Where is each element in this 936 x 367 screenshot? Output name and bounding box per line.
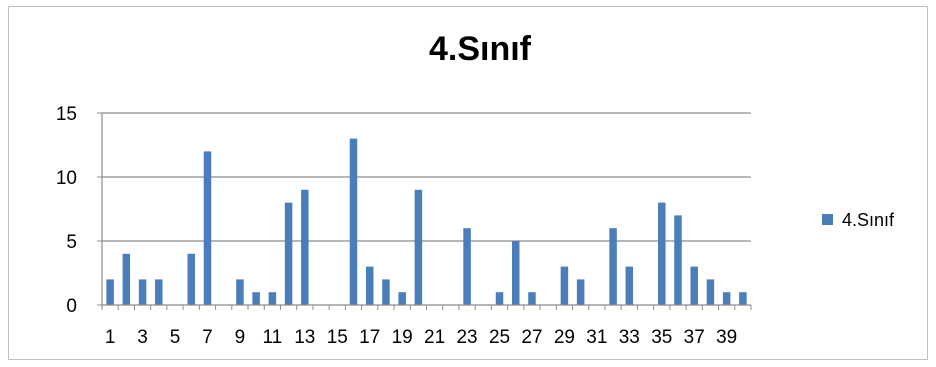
x-tick-label: 27 (521, 327, 542, 348)
bar (658, 202, 666, 305)
y-tick-label: 10 (56, 168, 77, 189)
bar-series (106, 138, 747, 305)
bar (674, 215, 682, 305)
bar (106, 279, 114, 305)
x-tick-label: 35 (651, 327, 672, 348)
x-tick-label: 7 (202, 327, 213, 348)
bar (511, 241, 520, 305)
legend-swatch (822, 214, 833, 225)
y-tick-label: 5 (66, 232, 77, 253)
bar (268, 292, 277, 305)
bar (398, 292, 406, 305)
x-tick-label: 31 (586, 327, 607, 348)
x-tick-label: 1 (105, 327, 116, 348)
bar (495, 292, 504, 305)
bar (382, 279, 390, 305)
axes (101, 113, 751, 306)
x-tick-label: 33 (619, 327, 640, 348)
x-tick-label: 15 (327, 327, 348, 348)
bar (349, 138, 358, 305)
bar (252, 292, 260, 305)
bar (414, 189, 423, 305)
bar (690, 266, 698, 305)
x-tick-label: 5 (170, 327, 181, 348)
bar (576, 279, 585, 305)
bar (138, 279, 147, 305)
bar (236, 279, 244, 305)
x-tick-label: 17 (359, 327, 380, 348)
bar (463, 228, 471, 305)
bar (203, 151, 212, 305)
bar (609, 228, 617, 305)
legend-label: 4.Sınıf (842, 210, 895, 230)
y-tick-label: 15 (56, 104, 77, 125)
bar (560, 266, 569, 305)
bar (528, 292, 536, 305)
x-tick-label: 39 (716, 327, 737, 348)
bar (625, 266, 634, 305)
gridlines (102, 112, 751, 242)
legend: 4.Sınıf (822, 210, 895, 230)
x-tick-label: 3 (137, 327, 148, 348)
x-tick-label: 37 (684, 327, 705, 348)
x-tick-label: 21 (424, 327, 445, 348)
bar (122, 253, 131, 305)
x-tick-label: 29 (554, 327, 575, 348)
bar (187, 253, 195, 305)
x-tick-label: 13 (294, 327, 315, 348)
bar (739, 292, 747, 305)
bar (722, 292, 731, 305)
bar (365, 266, 374, 305)
x-axis-ticks: 1 3 5 7 9 11 13 15 17 19 21 23 25 27 29 31 33 35 37 39 (101, 305, 752, 348)
x-tick-label: 11 (262, 327, 282, 348)
y-tick-label: 0 (66, 296, 77, 317)
x-tick-label: 19 (392, 327, 413, 348)
bar (301, 189, 309, 305)
x-tick-label: 25 (489, 327, 510, 348)
chart-title: 4.Sınıf (429, 30, 532, 68)
bar (155, 279, 163, 305)
bar (706, 279, 715, 305)
y-axis-ticks: 0 5 10 15 (56, 104, 102, 317)
x-tick-label: 9 (235, 327, 246, 348)
x-tick-label: 23 (456, 327, 477, 348)
bar (284, 202, 293, 305)
